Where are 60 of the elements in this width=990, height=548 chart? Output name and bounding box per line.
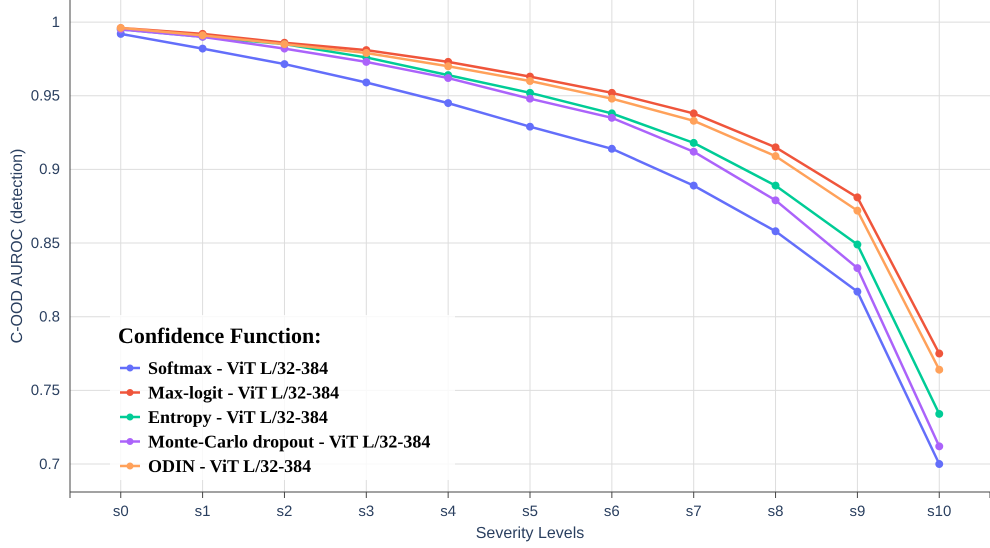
point: [935, 366, 944, 374]
x-tick-label: s0: [112, 503, 129, 520]
point: [690, 182, 698, 190]
y-tick-label: 0.7: [39, 456, 60, 473]
point: [772, 143, 780, 152]
point: [853, 288, 862, 296]
x-tick-label: s3: [358, 503, 374, 520]
point: [444, 74, 452, 82]
point: [772, 227, 780, 236]
point: [444, 62, 452, 70]
point: [198, 44, 207, 53]
point: [935, 350, 944, 358]
point: [853, 240, 862, 249]
x-tick-label: s2: [276, 503, 292, 520]
point: [935, 460, 944, 468]
legend-label: ODIN - ViT L/32-384: [148, 456, 312, 476]
y-tick-label: 0.75: [30, 382, 60, 400]
point: [526, 94, 534, 103]
x-tick-label: s7: [686, 503, 702, 520]
point: [690, 148, 698, 156]
y-tick-label: 0.85: [30, 234, 60, 252]
legend-label: Monte-Carlo dropout - ViT L/32-384: [148, 432, 430, 452]
x-tick-label: s4: [440, 503, 456, 520]
point: [280, 60, 288, 68]
point: [690, 138, 698, 147]
point: [362, 58, 370, 66]
point: [772, 152, 780, 160]
point: [362, 78, 370, 86]
point: [690, 109, 698, 118]
point: [362, 49, 370, 58]
y-tick-label: 0.95: [30, 88, 60, 105]
y-tick-label: 0.9: [39, 161, 60, 178]
point: [853, 193, 862, 202]
point: [608, 144, 616, 153]
legend-title: Confidence Function:: [118, 323, 322, 348]
point: [772, 182, 780, 190]
x-tick-label: s10: [927, 503, 952, 520]
x-tick-label: s1: [194, 503, 211, 520]
x-axis-title: Severity Levels: [476, 525, 584, 542]
x-tick-label: s9: [849, 503, 866, 520]
x-tick-label: s8: [768, 503, 784, 520]
point: [853, 264, 862, 272]
point: [853, 206, 862, 215]
y-tick-label: 1: [52, 14, 60, 31]
x-tick-label: s5: [522, 503, 538, 520]
point: [608, 94, 616, 103]
legend-label: Softmax - ViT L/32-384: [148, 358, 328, 378]
point: [690, 116, 698, 125]
point: [608, 114, 616, 122]
x-tick-label: s6: [604, 503, 620, 520]
point: [935, 410, 944, 418]
point: [935, 442, 944, 450]
point: [526, 122, 534, 131]
y-axis-title: C-OOD AUROC (detection): [9, 148, 26, 344]
point: [444, 99, 452, 108]
legend-label: Max-logit - ViT L/32-384: [148, 382, 340, 402]
y-tick-label: 0.8: [39, 308, 60, 326]
point: [772, 196, 780, 204]
point: [526, 77, 534, 85]
legend-label: Entropy - ViT L/32-384: [148, 407, 328, 427]
